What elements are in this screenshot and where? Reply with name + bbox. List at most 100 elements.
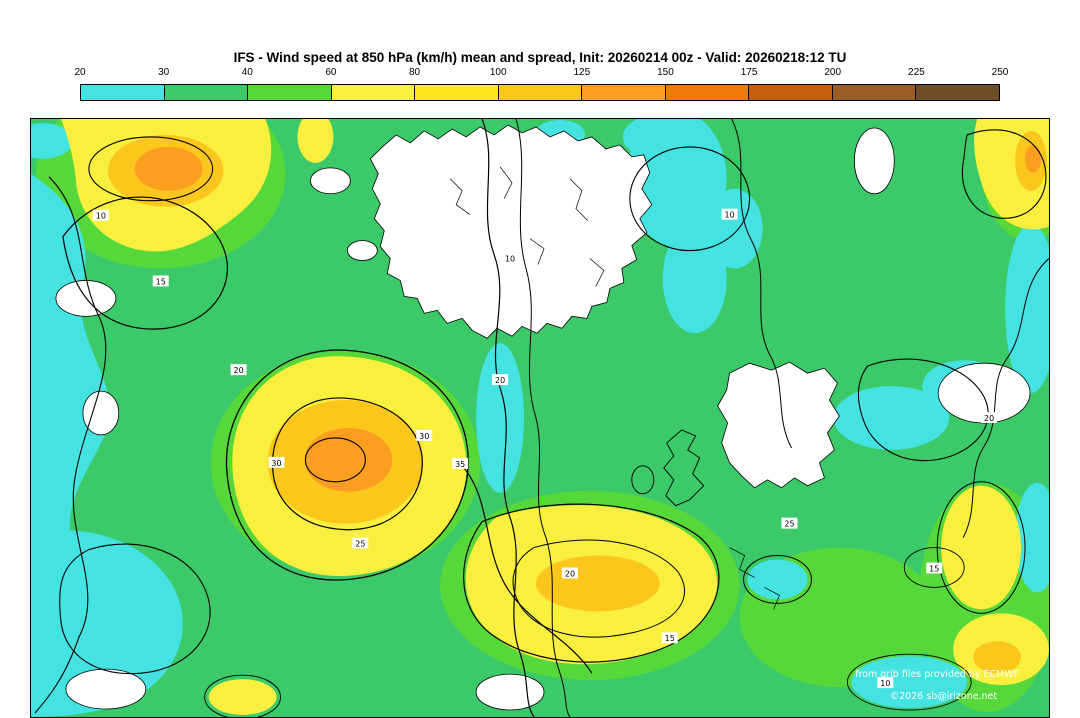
contour-line [629, 146, 751, 252]
colorbar-ticks: 20 30 40 60 80 100 125 150 175 200 225 250 [74, 67, 1008, 80]
contour-line [204, 674, 281, 717]
contour-line [34, 176, 107, 714]
contour-label-box [230, 364, 247, 376]
contour-line [846, 653, 972, 711]
colorbar-tick: 40 [241, 67, 253, 78]
contour-label: 20 [565, 569, 575, 578]
colorbar-segment [81, 85, 164, 100]
cyan-region [747, 559, 808, 600]
white-region [717, 361, 840, 489]
white-region [310, 167, 351, 195]
credit-ecmwf: from grib files provided by ECMWF [855, 669, 1019, 680]
contour-label-box [981, 412, 998, 423]
contour-line [515, 119, 571, 717]
contour-label-box [561, 567, 578, 579]
contour-label: 20 [234, 366, 244, 375]
britain-coastline [663, 429, 705, 507]
contour-line [62, 196, 228, 330]
white-region [346, 240, 378, 261]
contour-label-box [452, 457, 469, 469]
colorbar-tick: 250 [991, 67, 1009, 78]
map-title: IFS - Wind speed at 850 hPa (km/h) mean … [233, 50, 847, 65]
colorbar-tick: 225 [908, 67, 925, 78]
cyan-region [31, 530, 183, 717]
colorbar-tick: 30 [158, 67, 170, 78]
colorbar-tick: 125 [573, 67, 591, 78]
cyan-region [706, 188, 763, 269]
credit-irizone: ©2026 sb@irizone.net [890, 691, 998, 702]
cyan-region [31, 122, 73, 159]
contour-label-box [502, 252, 519, 264]
gold-region [536, 555, 660, 612]
colorbar-segment [497, 85, 582, 100]
colorbar-tick: 60 [325, 67, 337, 78]
contour-label: 10 [880, 679, 890, 688]
white-region [369, 124, 653, 339]
colorbar-segment [831, 85, 916, 100]
yellow-region [208, 679, 277, 716]
white-region [853, 127, 895, 195]
orange-region [1025, 144, 1042, 173]
gold-region [973, 641, 1022, 674]
cyan-region [476, 343, 525, 493]
contour-label: 15 [929, 564, 939, 573]
band-125-150-regions [134, 144, 1042, 492]
colorbar-segment [163, 85, 248, 100]
spread-contours [34, 119, 1049, 717]
colorbar-tick: 150 [657, 67, 674, 78]
contour-label: 10 [505, 255, 515, 264]
colorbar-tick: 80 [408, 67, 421, 78]
contour-line [304, 437, 366, 483]
contour-line [225, 349, 469, 581]
contour-line [961, 129, 1047, 219]
cyan-region [1005, 223, 1049, 394]
ireland-coastline [631, 465, 655, 495]
orange-region [134, 146, 203, 191]
contour-label-box [781, 517, 798, 529]
colorbar-tick: 175 [740, 67, 758, 78]
contour-label-box [152, 275, 169, 287]
contour-line [743, 555, 812, 604]
contour-label-box [721, 208, 738, 220]
white-region [65, 668, 147, 710]
contour-label-box [268, 456, 285, 468]
contour-label-box [661, 632, 678, 644]
contour-label: 10 [725, 211, 735, 220]
yellow-region [297, 119, 334, 163]
colorbar-segment [748, 85, 832, 100]
yellow-region [941, 485, 1022, 610]
coast-detail-lines [729, 547, 780, 610]
contour-label: 30 [419, 432, 429, 441]
contour-line [857, 358, 989, 462]
contour-line [962, 258, 1049, 538]
contour-line [903, 547, 965, 588]
contour-label: 15 [665, 634, 675, 643]
wind-map: 10 15 20 30 35 30 25 20 10 20 15 25 15 10 10 20 from gr… [31, 119, 1049, 717]
contour-line [512, 539, 686, 638]
contour-label: 20 [984, 414, 994, 423]
contour-label-box [877, 677, 894, 689]
contour-label-box [492, 374, 509, 386]
map-frame: 10 15 20 30 35 30 25 20 10 20 15 25 15 10 10 20 from gr… [30, 118, 1050, 718]
colorbar-tick: 20 [74, 67, 86, 78]
contour-label: 25 [355, 540, 365, 549]
contour-label-box [352, 537, 369, 549]
band-20-30-regions [31, 119, 1049, 717]
contour-label: 35 [455, 460, 465, 469]
colorbar-segment [664, 85, 749, 100]
contour-line [59, 543, 211, 675]
colorbar-segment [915, 85, 1000, 100]
cyan-region [851, 656, 968, 709]
white-region [82, 390, 120, 436]
contour-label: 25 [784, 520, 794, 529]
orange-region [304, 427, 393, 492]
contour-labels: 10 15 20 30 35 30 25 20 10 20 15 25 15 10 10 20 [92, 208, 998, 689]
colorbar-tick: 200 [824, 67, 842, 78]
cyan-region [622, 119, 693, 159]
contour-label-box [92, 209, 109, 221]
colorbar-tick: 100 [489, 67, 507, 78]
colorbar-segment [414, 85, 498, 100]
contour-label-box [926, 562, 943, 574]
contour-line [481, 119, 535, 717]
